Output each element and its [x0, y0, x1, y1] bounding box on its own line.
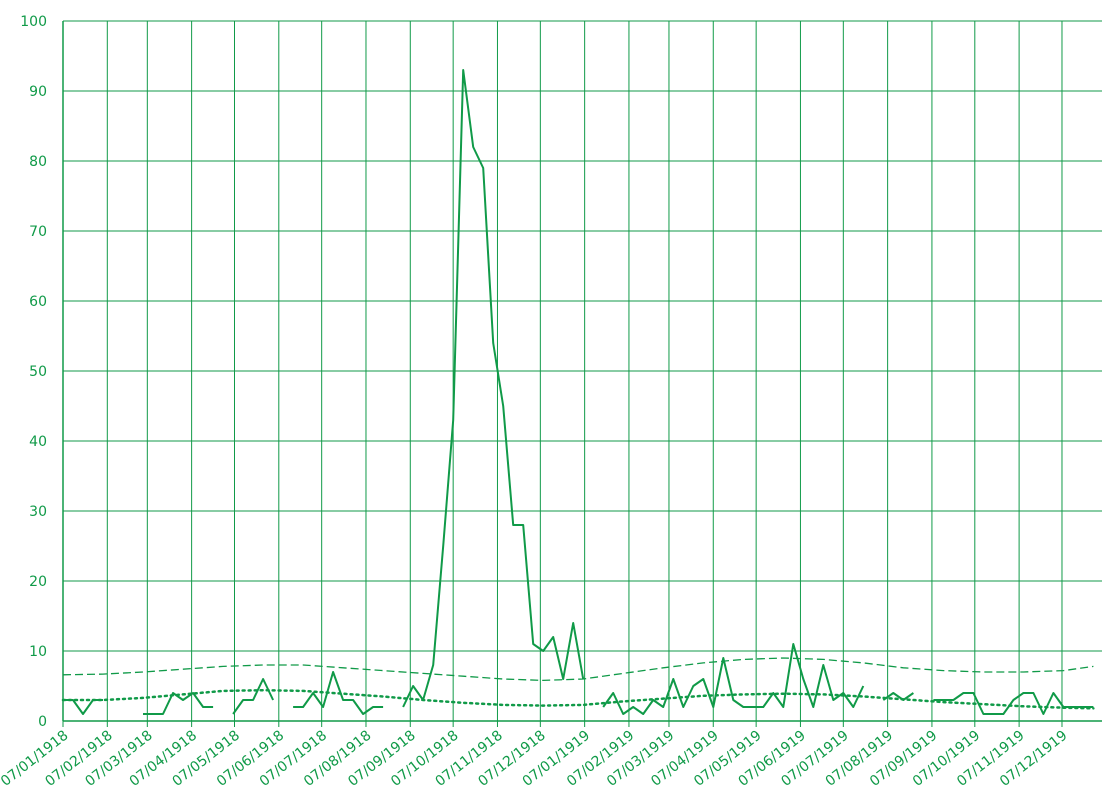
- y-tick-label: 10: [29, 644, 47, 660]
- y-tick-label: 100: [20, 14, 47, 30]
- y-tick-label: 30: [29, 504, 47, 520]
- y-tick-label: 0: [38, 714, 47, 730]
- y-tick-label: 40: [29, 434, 47, 450]
- y-tick-label: 20: [29, 574, 47, 590]
- y-tick-label: 50: [29, 364, 47, 380]
- y-tick-label: 60: [29, 294, 47, 310]
- y-tick-label: 80: [29, 154, 47, 170]
- series-line: [62, 657, 1094, 682]
- y-tick-label: 90: [29, 84, 47, 100]
- series-line: [63, 69, 1094, 715]
- y-tick-label: 70: [29, 224, 47, 240]
- series-line: [61, 688, 1095, 710]
